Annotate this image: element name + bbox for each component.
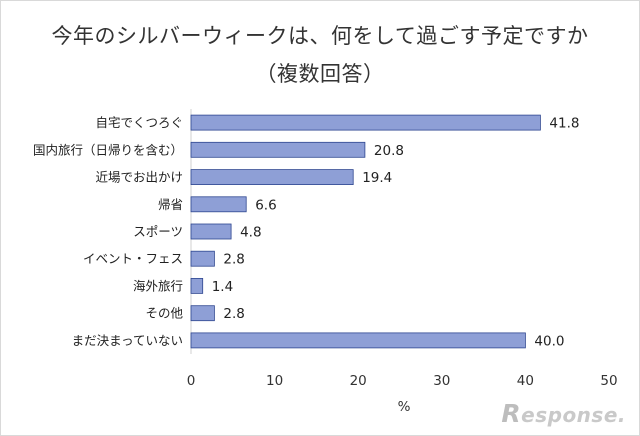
category-label: まだ決まっていない [72, 333, 183, 348]
chart-title: 今年のシルバーウィークは、何をして過ごす予定ですか [51, 24, 589, 48]
x-tick-label: 20 [350, 373, 367, 389]
x-tick-label: 30 [433, 373, 450, 389]
data-label: 40.0 [534, 333, 564, 349]
category-label: 帰省 [158, 197, 183, 212]
bar [190, 305, 215, 322]
chart-subtitle: （複数回答） [255, 62, 385, 86]
bar [190, 141, 366, 158]
bar [190, 114, 541, 131]
category-label: 海外旅行 [133, 278, 183, 293]
data-label: 41.8 [549, 116, 579, 132]
data-label: 2.8 [223, 252, 244, 268]
x-tick-label: 40 [517, 373, 534, 389]
data-label: 1.4 [212, 279, 233, 295]
bar [190, 223, 232, 240]
category-label: 近場でお出かけ [95, 170, 183, 185]
response-logo-watermark: Response. [501, 399, 626, 428]
x-tick-label: 10 [266, 373, 283, 389]
x-axis-title: % [398, 399, 411, 415]
category-label: スポーツ [133, 224, 183, 239]
data-label: 19.4 [362, 170, 392, 186]
bar [190, 250, 215, 267]
category-label: 自宅でくつろぐ [95, 115, 183, 130]
data-label: 2.8 [223, 306, 244, 322]
category-label: イベント・フェス [83, 251, 183, 266]
bar [190, 277, 204, 294]
bar [190, 196, 247, 213]
bar [190, 169, 354, 186]
category-label: 国内旅行（日帰りを含む） [33, 142, 183, 157]
x-tick-label: 50 [600, 373, 617, 389]
data-label: 4.8 [240, 225, 261, 241]
data-label: 6.6 [255, 197, 276, 213]
category-label: その他 [145, 306, 183, 321]
x-tick-label: 0 [187, 373, 196, 389]
data-label: 20.8 [374, 143, 404, 159]
bar [190, 332, 526, 349]
